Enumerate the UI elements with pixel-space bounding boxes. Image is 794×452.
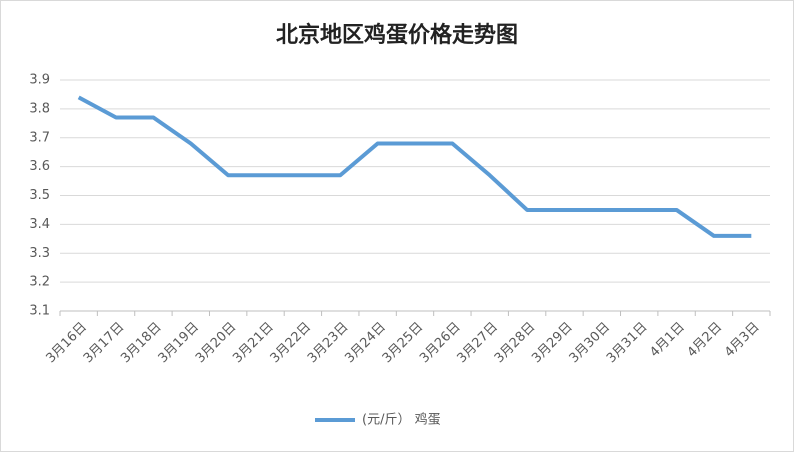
chart-title: 北京地区鸡蛋价格走势图 <box>276 22 518 48</box>
y-tick-label: 3.8 <box>29 101 50 116</box>
y-tick-label: 3.9 <box>29 73 50 88</box>
data-line <box>77 95 752 238</box>
y-tick-label: 3.4 <box>29 217 50 232</box>
y-tick-label: 3.5 <box>29 188 50 203</box>
y-tick-label: 3.1 <box>29 304 50 319</box>
y-tick-label: 3.3 <box>29 246 50 261</box>
y-tick-label: 3.2 <box>29 275 50 290</box>
y-tick-label: 3.6 <box>29 159 50 174</box>
legend-label: (元/斤） 鸡蛋 <box>362 412 441 428</box>
y-tick-label: 3.7 <box>29 130 50 145</box>
